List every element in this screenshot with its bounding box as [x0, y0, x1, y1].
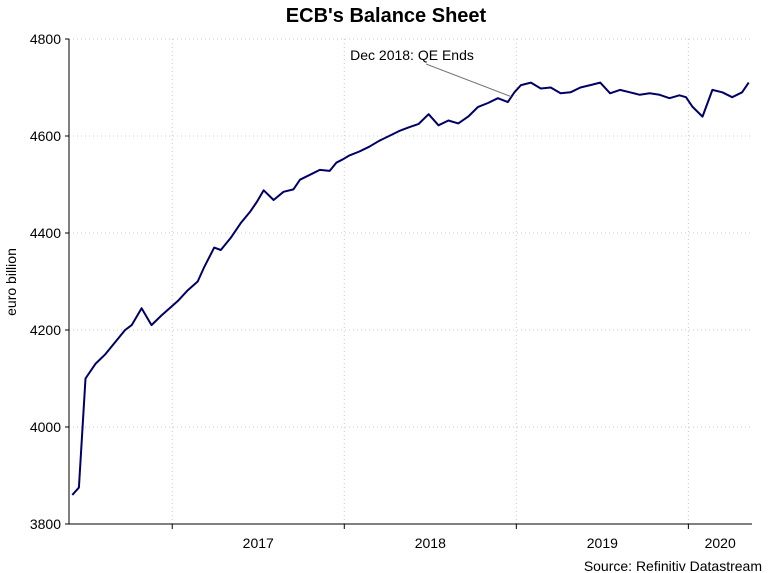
x-tick-label: 2020 — [705, 535, 736, 551]
x-tick-label: 2017 — [243, 535, 274, 551]
chart-title: ECB's Balance Sheet — [286, 5, 487, 27]
y-tick-label: 4800 — [30, 31, 61, 47]
grid-lines — [69, 38, 752, 524]
x-tick-label: 2018 — [415, 535, 446, 551]
y-axis-label: euro billion — [3, 248, 19, 316]
axes — [68, 39, 752, 525]
y-axis-ticks: 3800 4000 4200 4400 4600 4800 — [30, 31, 69, 532]
x-tick-label: 2019 — [587, 535, 618, 551]
y-tick-label: 4000 — [30, 419, 61, 435]
y-tick-label: 4400 — [30, 225, 61, 241]
y-tick-label: 3800 — [30, 516, 61, 532]
source-note: Source: Refinitiv Datastream — [584, 558, 762, 573]
series-line — [71, 81, 750, 496]
x-axis-ticks: 2017 2018 2019 2020 — [171, 524, 736, 551]
y-tick-label: 4600 — [30, 128, 61, 144]
annotation-text: Dec 2018: QE Ends — [350, 47, 474, 63]
series-group — [71, 81, 750, 496]
annotation-group: Dec 2018: QE Ends — [350, 47, 512, 98]
y-tick-label: 4200 — [30, 322, 61, 338]
annotation-leader-line — [425, 63, 512, 98]
